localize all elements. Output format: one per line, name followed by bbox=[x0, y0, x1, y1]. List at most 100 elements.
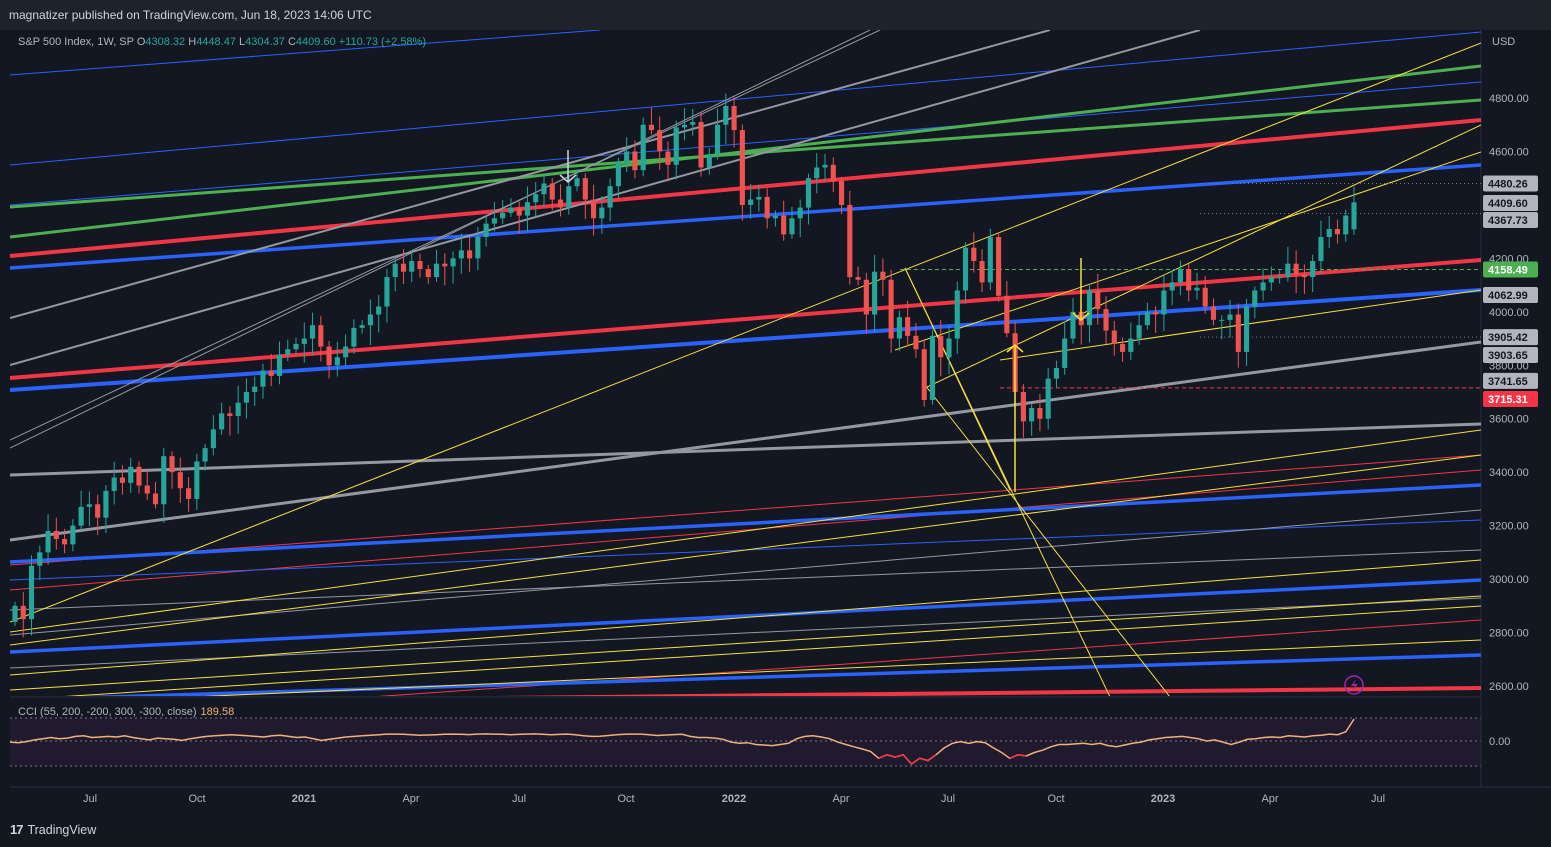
trendline-22 bbox=[10, 30, 871, 449]
candle-118 bbox=[987, 228, 993, 291]
candle-13 bbox=[119, 465, 126, 495]
price-tick-1: 4600.00 bbox=[1489, 146, 1529, 158]
candle-123 bbox=[1029, 403, 1035, 436]
candle-14 bbox=[128, 458, 134, 493]
candle-122 bbox=[1020, 384, 1026, 438]
candle-77 bbox=[648, 107, 655, 135]
candle-65 bbox=[549, 178, 555, 211]
cci-legend[interactable]: CCI (55, 200, -200, 300, -300, close) 189… bbox=[18, 706, 234, 718]
svg-text:4062.99: 4062.99 bbox=[1488, 290, 1528, 302]
candle-139 bbox=[1161, 274, 1167, 332]
cci-oversold-segment bbox=[878, 753, 937, 765]
candle-104 bbox=[872, 254, 878, 333]
candle-136 bbox=[1136, 312, 1142, 345]
candle-1 bbox=[20, 591, 26, 638]
price-tick-0: 4800.00 bbox=[1489, 93, 1529, 105]
price-tick-5: 3600.00 bbox=[1489, 414, 1529, 426]
candle-130 bbox=[1086, 283, 1093, 343]
trendline-37 bbox=[924, 384, 1170, 696]
price-label-4367.73: 4367.73 bbox=[1483, 212, 1538, 228]
candle-26 bbox=[227, 406, 233, 436]
time-tick-10: 2023 bbox=[1151, 793, 1175, 805]
alert-icon[interactable] bbox=[1344, 675, 1364, 695]
candle-120 bbox=[1004, 281, 1010, 338]
price-label-4409.60: 4409.60 bbox=[1483, 195, 1538, 211]
candle-40 bbox=[343, 334, 349, 367]
yellow-down-arrow bbox=[1072, 258, 1090, 321]
candle-60 bbox=[508, 198, 514, 217]
candle-54 bbox=[458, 233, 464, 274]
trendline-15 bbox=[10, 64, 1481, 239]
candle-140 bbox=[1169, 270, 1175, 306]
candle-126 bbox=[1053, 360, 1060, 388]
price-tick-6: 3400.00 bbox=[1489, 467, 1529, 479]
candle-8 bbox=[78, 490, 84, 531]
symbol-name[interactable]: S&P 500 Index, 1W, SP bbox=[18, 36, 134, 48]
trendline-2 bbox=[10, 454, 1481, 566]
candle-41 bbox=[351, 319, 357, 355]
time-tick-0: Jul bbox=[83, 793, 97, 805]
tradingview-logo[interactable]: 17 TradingView bbox=[10, 822, 96, 837]
time-axis[interactable]: Jul Oct 2021 Apr Jul Oct 2022 Apr Jul Oct 2023 Apr J… bbox=[83, 793, 1385, 805]
trendline-30 bbox=[10, 429, 1481, 633]
candle-11 bbox=[103, 485, 109, 534]
candle-161 bbox=[1343, 209, 1349, 242]
candle-141 bbox=[1177, 260, 1183, 296]
candle-46 bbox=[392, 259, 398, 292]
candle-146 bbox=[1219, 315, 1225, 340]
time-tick-4: Jul bbox=[512, 793, 526, 805]
candle-21 bbox=[186, 476, 192, 512]
candle-48 bbox=[409, 250, 415, 283]
time-tick-6: 2022 bbox=[722, 793, 746, 805]
candle-135 bbox=[1128, 322, 1134, 360]
svg-text:3715.31: 3715.31 bbox=[1488, 394, 1528, 406]
candle-45 bbox=[384, 269, 390, 323]
candle-89 bbox=[748, 184, 754, 219]
low-key: L bbox=[239, 36, 246, 48]
candle-91 bbox=[764, 188, 770, 229]
close-key: C bbox=[287, 36, 296, 48]
candle-73 bbox=[615, 157, 621, 198]
candle-112 bbox=[938, 320, 944, 377]
candle-42 bbox=[359, 320, 365, 334]
candle-133 bbox=[1111, 320, 1117, 356]
price-tick-7: 3200.00 bbox=[1489, 521, 1529, 533]
candle-29 bbox=[252, 376, 258, 406]
open-key: O bbox=[136, 36, 146, 48]
time-tick-3: Apr bbox=[402, 793, 419, 805]
candle-19 bbox=[169, 451, 175, 489]
svg-text:4480.26: 4480.26 bbox=[1488, 178, 1528, 190]
candle-0 bbox=[12, 601, 18, 626]
candle-155 bbox=[1293, 250, 1299, 294]
candle-134 bbox=[1120, 337, 1126, 362]
cci-zero-tick: 0.00 bbox=[1489, 736, 1510, 748]
trendline-8 bbox=[10, 483, 1481, 564]
candle-12 bbox=[111, 461, 117, 505]
candle-116 bbox=[971, 232, 977, 273]
candle-86 bbox=[723, 93, 729, 145]
trendline-12 bbox=[10, 31, 1481, 166]
candle-143 bbox=[1194, 272, 1200, 300]
candle-154 bbox=[1285, 246, 1291, 282]
candle-160 bbox=[1334, 219, 1341, 244]
candle-76 bbox=[640, 117, 646, 177]
symbol-legend[interactable]: S&P 500 Index, 1W, SP O4308.32 H4448.47 … bbox=[18, 36, 426, 48]
candle-117 bbox=[979, 249, 985, 293]
candle-15 bbox=[136, 461, 142, 494]
price-label-4062.99: 4062.99 bbox=[1483, 286, 1538, 303]
candle-53 bbox=[450, 251, 456, 284]
candle-37 bbox=[318, 316, 324, 362]
candle-32 bbox=[276, 341, 283, 385]
candle-55 bbox=[467, 236, 473, 272]
candle-10 bbox=[95, 494, 101, 535]
time-tick-7: Apr bbox=[832, 793, 849, 805]
trendline-27 bbox=[894, 151, 1481, 351]
candle-149 bbox=[1243, 298, 1250, 366]
yellow-up-arrow bbox=[1006, 344, 1024, 492]
candle-33 bbox=[285, 339, 291, 361]
footer-bar bbox=[0, 815, 1551, 847]
price-axis[interactable]: 4800.004600.004200.004000.003800.003600.… bbox=[1483, 93, 1538, 748]
trendline-20 bbox=[10, 30, 1051, 319]
candle-31 bbox=[268, 354, 274, 387]
